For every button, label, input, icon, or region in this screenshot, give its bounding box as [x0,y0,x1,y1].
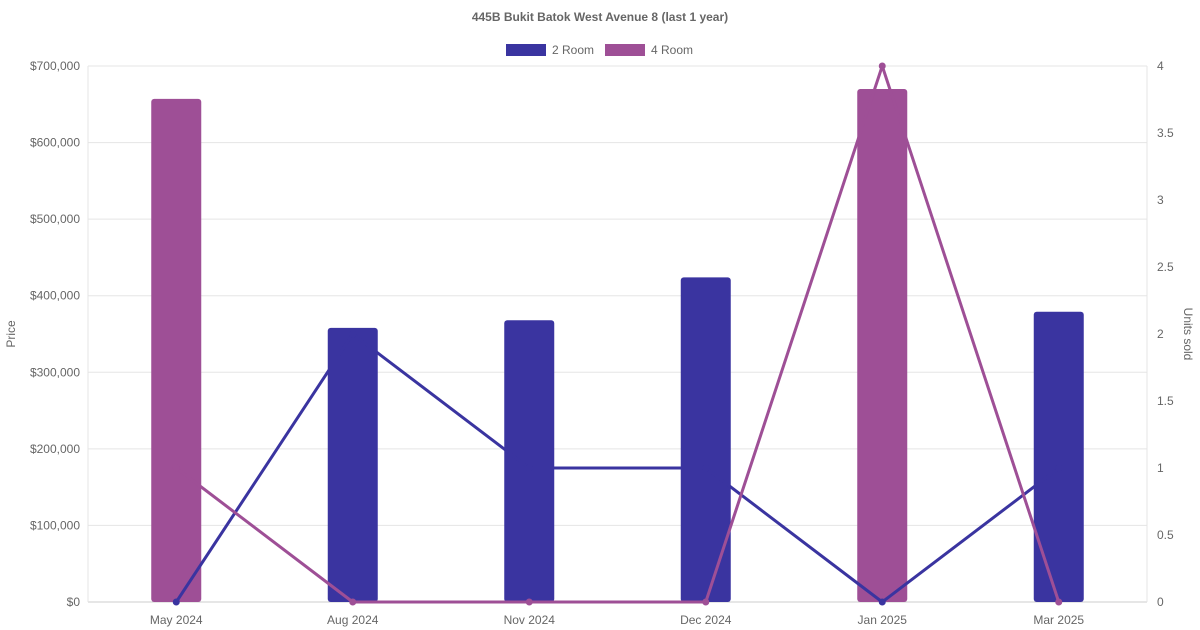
grid-lines [87,65,1148,603]
y2-tick-label: 0.5 [1157,528,1174,542]
line-4-room-units [175,64,1061,604]
y-tick-label: $300,000 [30,365,80,379]
legend-item-4-room[interactable]: 4 Room [605,43,693,57]
x-tick-label: Aug 2024 [327,613,379,627]
y-tick-label: $100,000 [30,518,80,532]
point-2-room [702,464,710,472]
y2-tick-label: 3.5 [1157,126,1174,140]
y-axis-title: Price [4,320,18,348]
y2-tick-label: 4 [1157,59,1164,73]
legend: 2 Room 4 Room [506,43,693,57]
y-tick-label: $400,000 [30,289,80,303]
point-4-room [878,62,886,70]
y-tick-label: $200,000 [30,442,80,456]
y2-tick-label: 1 [1157,461,1164,475]
x-tick-label: May 2024 [150,613,203,627]
point-4-room [525,598,533,606]
point-2-room [1055,464,1063,472]
chart-title: 445B Bukit Batok West Avenue 8 (last 1 y… [472,10,728,24]
y2-tick-label: 2 [1157,327,1164,341]
point-2-room [525,464,533,472]
x-tick-label: Jan 2025 [858,613,908,627]
y-tick-label: $500,000 [30,212,80,226]
bar-4-room [151,98,202,602]
y2-tick-label: 0 [1157,595,1164,609]
y2-tick-label: 2.5 [1157,260,1174,274]
x-tick-label: Nov 2024 [504,613,556,627]
line-2-room-units [174,332,1060,604]
point-2-room [349,330,357,338]
x-axis: May 2024 Aug 2024 Nov 2024 Dec 2024 Jan 2025… [150,613,1085,627]
bar-2-room [680,277,731,602]
legend-label-2-room: 2 Room [552,43,594,57]
y-axis-right: 0 0.5 1 1.5 2 2.5 3 3.5 4 [1157,59,1174,609]
lines [172,62,1063,606]
y2-tick-label: 3 [1157,193,1164,207]
point-4-room [1055,598,1063,606]
legend-label-4-room: 4 Room [651,43,693,57]
y2-tick-label: 1.5 [1157,394,1174,408]
bar-2-room [327,327,378,602]
legend-swatch-2-room [506,44,546,56]
legend-item-2-room[interactable]: 2 Room [506,43,594,57]
y2-axis-title: Units sold [1181,308,1195,361]
point-2-room [878,598,886,606]
point-4-room [349,598,357,606]
bar-2-room [504,320,555,602]
bar-2-room [1033,311,1084,602]
x-tick-label: Dec 2024 [680,613,732,627]
legend-swatch-4-room [605,44,645,56]
y-tick-label: $600,000 [30,136,80,150]
point-4-room [172,464,180,472]
point-2-room [172,598,180,606]
bar-4-room [857,88,908,602]
y-tick-label: $700,000 [30,59,80,73]
x-tick-label: Mar 2025 [1033,613,1084,627]
y-tick-label: $0 [67,595,81,609]
point-4-room [702,598,710,606]
y-axis-left: $0 $100,000 $200,000 $300,000 $400,000 $500,0… [30,59,80,609]
